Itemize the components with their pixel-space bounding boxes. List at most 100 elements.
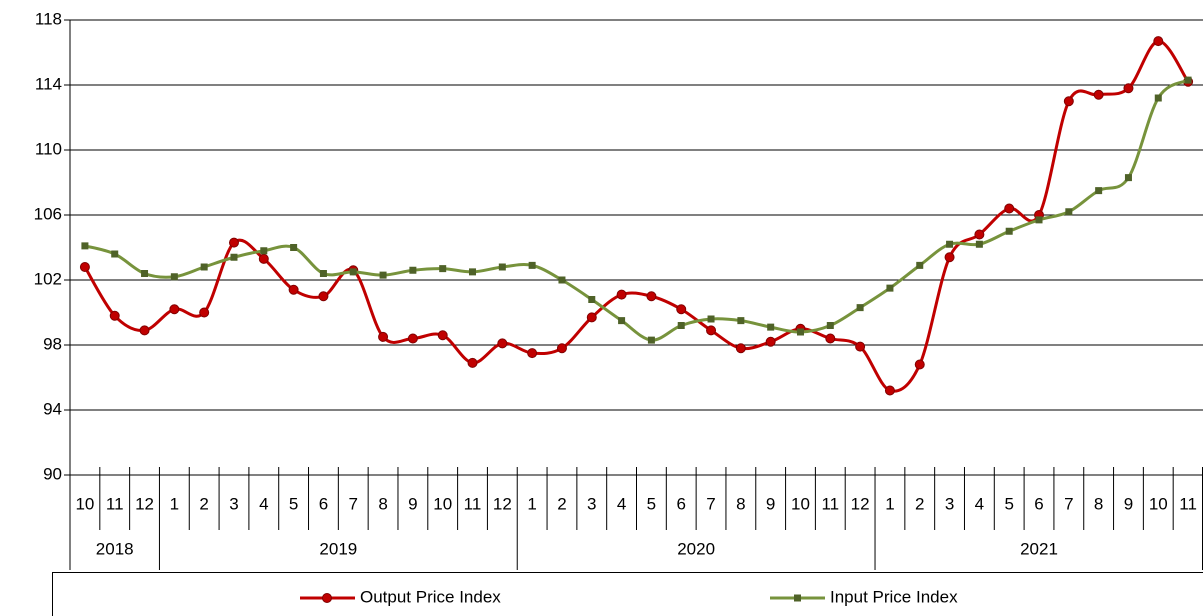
marker	[855, 341, 866, 352]
legend-marker	[794, 594, 801, 602]
marker	[199, 307, 210, 318]
marker	[1065, 208, 1073, 216]
marker	[586, 312, 597, 323]
marker	[230, 253, 238, 261]
x-tick-label: 6	[676, 494, 685, 513]
marker	[767, 323, 775, 331]
marker	[258, 253, 269, 264]
marker	[706, 325, 717, 336]
y-tick-label: 102	[34, 269, 62, 288]
x-tick-label: 3	[587, 494, 596, 513]
marker	[228, 237, 239, 248]
y-tick-label: 110	[35, 139, 62, 158]
marker	[409, 266, 417, 274]
marker	[1153, 36, 1164, 47]
marker	[884, 385, 895, 396]
marker	[439, 265, 447, 273]
x-tick-label: 10	[791, 494, 810, 513]
legend-marker	[322, 593, 332, 603]
marker	[288, 284, 299, 295]
marker	[825, 333, 836, 344]
marker	[469, 268, 477, 276]
x-tick-label: 10	[1149, 494, 1168, 513]
x-tick-label: 5	[647, 494, 656, 513]
marker	[856, 304, 864, 312]
x-tick-label: 8	[736, 494, 745, 513]
marker	[737, 317, 745, 325]
x-tick-label: 11	[106, 494, 124, 513]
marker	[944, 252, 955, 263]
x-tick-label: 5	[1004, 494, 1013, 513]
x-tick-label: 12	[135, 494, 154, 513]
marker	[588, 296, 596, 303]
marker	[1035, 216, 1043, 224]
x-tick-label: 4	[259, 494, 268, 513]
series-line	[83, 39, 1190, 393]
legend-label: Input Price Index	[830, 587, 958, 606]
x-tick-label: 5	[289, 494, 298, 513]
x-tick-label: 4	[975, 494, 984, 513]
marker	[111, 250, 119, 258]
marker	[139, 325, 150, 336]
marker	[1184, 76, 1192, 84]
y-tick-label: 118	[35, 9, 62, 28]
marker	[676, 304, 687, 315]
marker	[528, 261, 536, 269]
marker	[916, 261, 924, 269]
x-tick-label: 3	[945, 494, 954, 513]
marker	[349, 268, 357, 276]
marker	[169, 304, 180, 315]
y-tick-label: 90	[43, 464, 62, 483]
x-tick-label: 11	[821, 494, 839, 513]
y-tick-label: 114	[35, 74, 62, 93]
x-tick-label: 2	[199, 494, 208, 513]
x-tick-label: 2	[557, 494, 566, 513]
marker	[467, 357, 478, 368]
y-tick-label: 98	[43, 334, 62, 353]
x-tick-label: 10	[75, 494, 94, 513]
marker	[437, 330, 448, 341]
marker	[498, 263, 506, 271]
marker	[558, 276, 566, 284]
x-group-label: 2021	[1020, 539, 1058, 558]
x-group-label: 2019	[319, 539, 357, 558]
x-tick-label: 7	[349, 494, 358, 513]
marker	[707, 315, 715, 323]
x-tick-label: 3	[229, 494, 238, 513]
x-tick-label: 9	[408, 494, 417, 513]
marker	[946, 240, 954, 248]
marker	[319, 270, 327, 277]
marker	[141, 270, 149, 277]
marker	[81, 242, 89, 250]
marker	[616, 289, 627, 300]
y-tick-label: 94	[43, 399, 62, 418]
marker	[796, 328, 804, 336]
series-line	[84, 78, 1189, 342]
marker	[974, 229, 985, 240]
x-tick-label: 8	[378, 494, 387, 513]
marker	[407, 333, 418, 344]
x-tick-label: 4	[617, 494, 626, 513]
marker	[556, 343, 567, 354]
legend-label: Output Price Index	[360, 587, 501, 606]
marker	[735, 343, 746, 354]
marker	[1093, 89, 1104, 100]
x-tick-label: 11	[464, 494, 482, 513]
x-tick-label: 7	[706, 494, 715, 513]
x-tick-label: 2	[915, 494, 924, 513]
marker	[379, 271, 387, 279]
marker	[646, 291, 657, 302]
marker	[290, 244, 298, 251]
x-tick-label: 9	[766, 494, 775, 513]
marker	[200, 263, 208, 271]
x-tick-label: 9	[1124, 494, 1133, 513]
marker	[1154, 94, 1162, 102]
marker	[1095, 187, 1103, 195]
x-tick-label: 11	[1179, 494, 1197, 513]
x-tick-label: 1	[170, 494, 179, 513]
marker	[886, 284, 894, 292]
y-tick-label: 106	[34, 204, 62, 223]
marker	[1063, 96, 1074, 107]
marker	[1123, 83, 1134, 94]
